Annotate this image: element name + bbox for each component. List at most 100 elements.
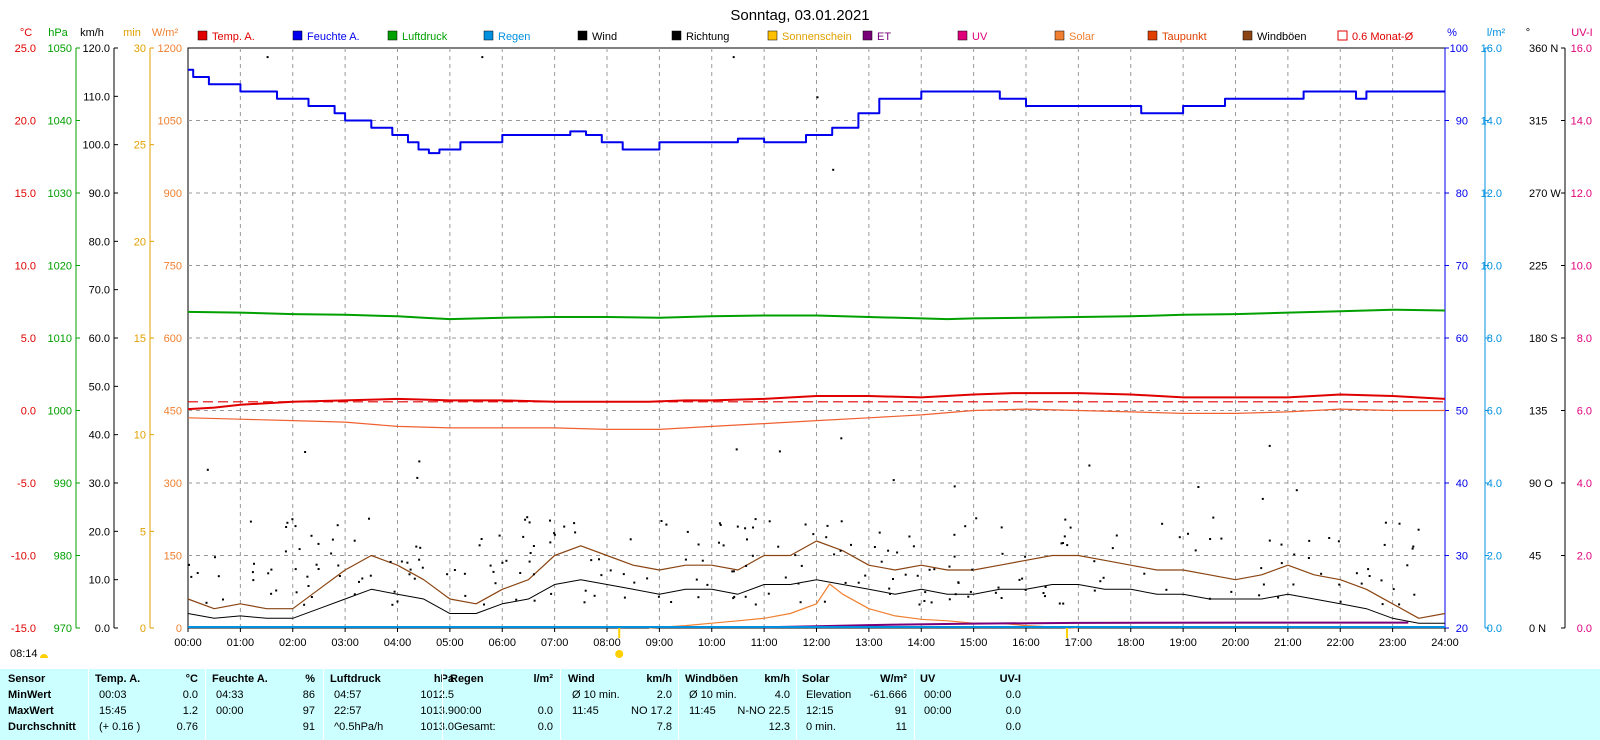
- direction-point: [1295, 489, 1298, 492]
- solar-axis-tick-label: 750: [164, 261, 182, 273]
- summary-wind-u: km/h: [646, 673, 672, 685]
- humidity-axis-tick-label: 60: [1456, 333, 1468, 345]
- direction-point: [267, 572, 270, 575]
- direction-point: [889, 592, 891, 595]
- humidity-axis-tick-label: 90: [1456, 116, 1468, 128]
- direction-point: [732, 56, 735, 59]
- summary-temp-r3a: (+ 0.16 ): [99, 721, 141, 733]
- direction-point: [1000, 526, 1003, 529]
- summary-divider: [88, 669, 89, 740]
- legend-label: Richtung: [686, 31, 729, 43]
- direction-point: [1355, 572, 1358, 575]
- summary-divider: [323, 669, 324, 740]
- direction-point: [924, 591, 927, 594]
- pressure-axis-tick-label: 1050: [48, 43, 72, 55]
- direction-point: [928, 568, 931, 571]
- direction-point: [583, 601, 586, 604]
- summary-press-r1a: 04:57: [334, 689, 362, 701]
- direction-point: [483, 603, 485, 606]
- direction-point: [418, 460, 421, 463]
- summary-press-u: hPa: [433, 673, 454, 685]
- direction-point: [494, 582, 497, 585]
- legend-label: Regen: [498, 31, 530, 43]
- direction-point: [1292, 583, 1295, 586]
- time-tick-label: 19:00: [1169, 637, 1197, 649]
- temp-axis-tick-label: -15.0: [11, 623, 36, 635]
- wind-axis-tick-label: 70.0: [89, 285, 110, 297]
- direction-point: [532, 545, 535, 547]
- durchschnitt-label: Durchschnitt: [8, 721, 76, 733]
- direction-point: [1197, 486, 1200, 488]
- direction-point: [519, 572, 522, 574]
- direction-point: [751, 554, 754, 557]
- direction-point: [1230, 590, 1233, 593]
- direction-point: [361, 577, 364, 580]
- legend-label: ET: [877, 31, 891, 43]
- direction-point: [1398, 603, 1401, 606]
- direction-point: [598, 558, 600, 561]
- summary-gust-r2a: 11:45: [689, 705, 716, 717]
- humidity-axis-tick-label: 100: [1450, 43, 1468, 55]
- direction-point: [1194, 549, 1197, 552]
- direction-point: [1062, 542, 1064, 544]
- direction-point: [657, 595, 660, 598]
- time-tick-label: 18:00: [1117, 637, 1145, 649]
- direction-point: [953, 555, 956, 558]
- direction-point: [584, 589, 587, 592]
- direction-point: [1220, 537, 1223, 540]
- direction-axis-tick-label: 135: [1529, 406, 1547, 418]
- uv-axis-tick-label: 10.0: [1571, 261, 1592, 273]
- humidity-axis-unit: %: [1447, 27, 1457, 39]
- uv-axis-tick-label: 0.0: [1577, 623, 1592, 635]
- uv-axis-tick-label: 14.0: [1571, 116, 1592, 128]
- summary-temp-h: Temp. A.: [95, 673, 141, 685]
- wind-axis-tick-label: 80.0: [89, 236, 110, 248]
- direction-point: [528, 560, 531, 563]
- direction-point: [908, 535, 911, 538]
- direction-point: [665, 523, 668, 526]
- time-tick-label: 00:00: [174, 637, 202, 649]
- direction-point: [844, 581, 847, 584]
- pressure-axis-tick-label: 970: [54, 623, 72, 635]
- summary-rain-r3b: 0.0: [537, 721, 553, 733]
- temp-axis-tick-label: -5.0: [17, 478, 36, 490]
- direction-point: [954, 593, 957, 596]
- weather-chart: Sonntag, 03.01.2021 °C 25.0 20.0 15.0 10.0 5.…: [10, 7, 1593, 660]
- direction-point: [994, 591, 997, 594]
- legend-swatch: [387, 30, 398, 41]
- pressure-axis-tick-label: 1040: [48, 116, 72, 128]
- direction-axis-tick-label: 360 N: [1529, 43, 1558, 55]
- time-tick-label: 04:00: [384, 637, 412, 649]
- rain-axis-tick-label: 12.0: [1481, 188, 1502, 200]
- series-solar: [648, 583, 1079, 629]
- direction-point: [745, 564, 748, 567]
- direction-point: [799, 601, 802, 604]
- direction-point: [396, 600, 399, 603]
- direction-point: [948, 598, 951, 601]
- direction-point: [331, 538, 334, 541]
- direction-point: [967, 595, 970, 598]
- time-tick-label: 15:00: [960, 637, 988, 649]
- legend-label: UV: [972, 31, 988, 43]
- direction-point: [1024, 588, 1027, 591]
- legend-swatch: [1054, 30, 1065, 41]
- time-tick-label: 13:00: [855, 637, 883, 649]
- sunshine-axis-tick-label: 30: [134, 43, 146, 55]
- humidity-axis-tick-label: 70: [1456, 261, 1468, 273]
- sun-markers: 08:14: [10, 628, 1069, 660]
- time-tick-label: 03:00: [331, 637, 359, 649]
- direction-point: [574, 531, 577, 534]
- direction-axis-tick-label: 225: [1529, 261, 1547, 273]
- direction-point: [629, 538, 632, 541]
- summary-wind-h: Wind: [568, 673, 595, 685]
- direction-point: [286, 521, 289, 524]
- solar-axis-unit: W/m²: [152, 27, 179, 39]
- direction-point: [1392, 588, 1395, 591]
- direction-point: [590, 559, 593, 562]
- pressure-axis-tick-label: 1030: [48, 188, 72, 200]
- direction-point: [1360, 582, 1363, 585]
- direction-point: [413, 577, 416, 580]
- direction-point: [633, 581, 636, 584]
- direction-point: [1308, 539, 1311, 542]
- direction-point: [188, 563, 190, 566]
